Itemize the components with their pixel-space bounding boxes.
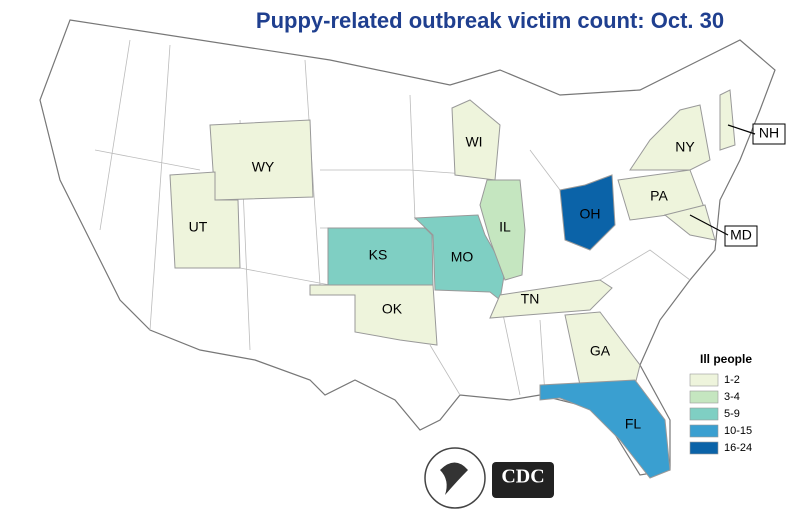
state-shape xyxy=(663,204,716,241)
state-shape xyxy=(479,179,526,281)
title: Puppy-related outbreak victim count: Oct… xyxy=(256,8,724,33)
state-label: NH xyxy=(759,125,779,141)
state-label: MD xyxy=(730,227,752,243)
states: WY UT KS MO IL OK WI OH TN GA FL PA NY NH MD xyxy=(169,89,786,479)
legend-swatch xyxy=(689,424,719,438)
state-shape xyxy=(451,99,501,181)
legend: Ill people 1-2 3-4 5-9 10-15 16-24 xyxy=(689,352,752,455)
state-label: UT xyxy=(189,219,208,235)
state-shape xyxy=(564,311,641,386)
legend-swatch xyxy=(689,441,719,455)
cdc-logo xyxy=(492,462,554,498)
state-label: GA xyxy=(590,343,611,359)
cdc-logo-text: CDC xyxy=(501,466,544,488)
state-label: WY xyxy=(252,159,275,175)
state-label: OK xyxy=(382,301,403,317)
state-label: TN xyxy=(521,291,540,307)
state-label: KS xyxy=(369,247,388,263)
state-shape xyxy=(489,279,613,319)
legend-label: 10-15 xyxy=(724,425,752,437)
logos: CDC xyxy=(424,447,554,509)
state-shape xyxy=(719,89,736,151)
state-shape xyxy=(309,284,438,346)
legend-label: 5-9 xyxy=(724,408,740,420)
state-label: PA xyxy=(650,188,668,204)
state-label: OH xyxy=(580,206,601,222)
state-shape xyxy=(327,227,434,286)
state-shape xyxy=(559,174,616,251)
legend-label: 16-24 xyxy=(724,442,752,454)
state-label: WI xyxy=(465,134,482,150)
state-label: IL xyxy=(499,219,511,235)
state-shape xyxy=(629,104,711,171)
callouts xyxy=(689,124,756,236)
legend-swatch xyxy=(689,407,719,421)
state-label: NY xyxy=(675,139,695,155)
legend-swatch xyxy=(689,390,719,404)
hhs-eagle xyxy=(440,462,468,495)
callout-box xyxy=(724,225,758,247)
callout-box xyxy=(752,123,786,145)
legend-swatch xyxy=(689,373,719,387)
state-shape xyxy=(169,171,241,269)
state-label: FL xyxy=(625,416,642,432)
state-label: MO xyxy=(451,249,474,265)
legend-label: 3-4 xyxy=(724,391,740,403)
legend-label: 1-2 xyxy=(724,374,740,386)
state-shape xyxy=(539,379,671,479)
state-borders xyxy=(94,39,691,396)
legend-title: Ill people xyxy=(700,352,752,366)
